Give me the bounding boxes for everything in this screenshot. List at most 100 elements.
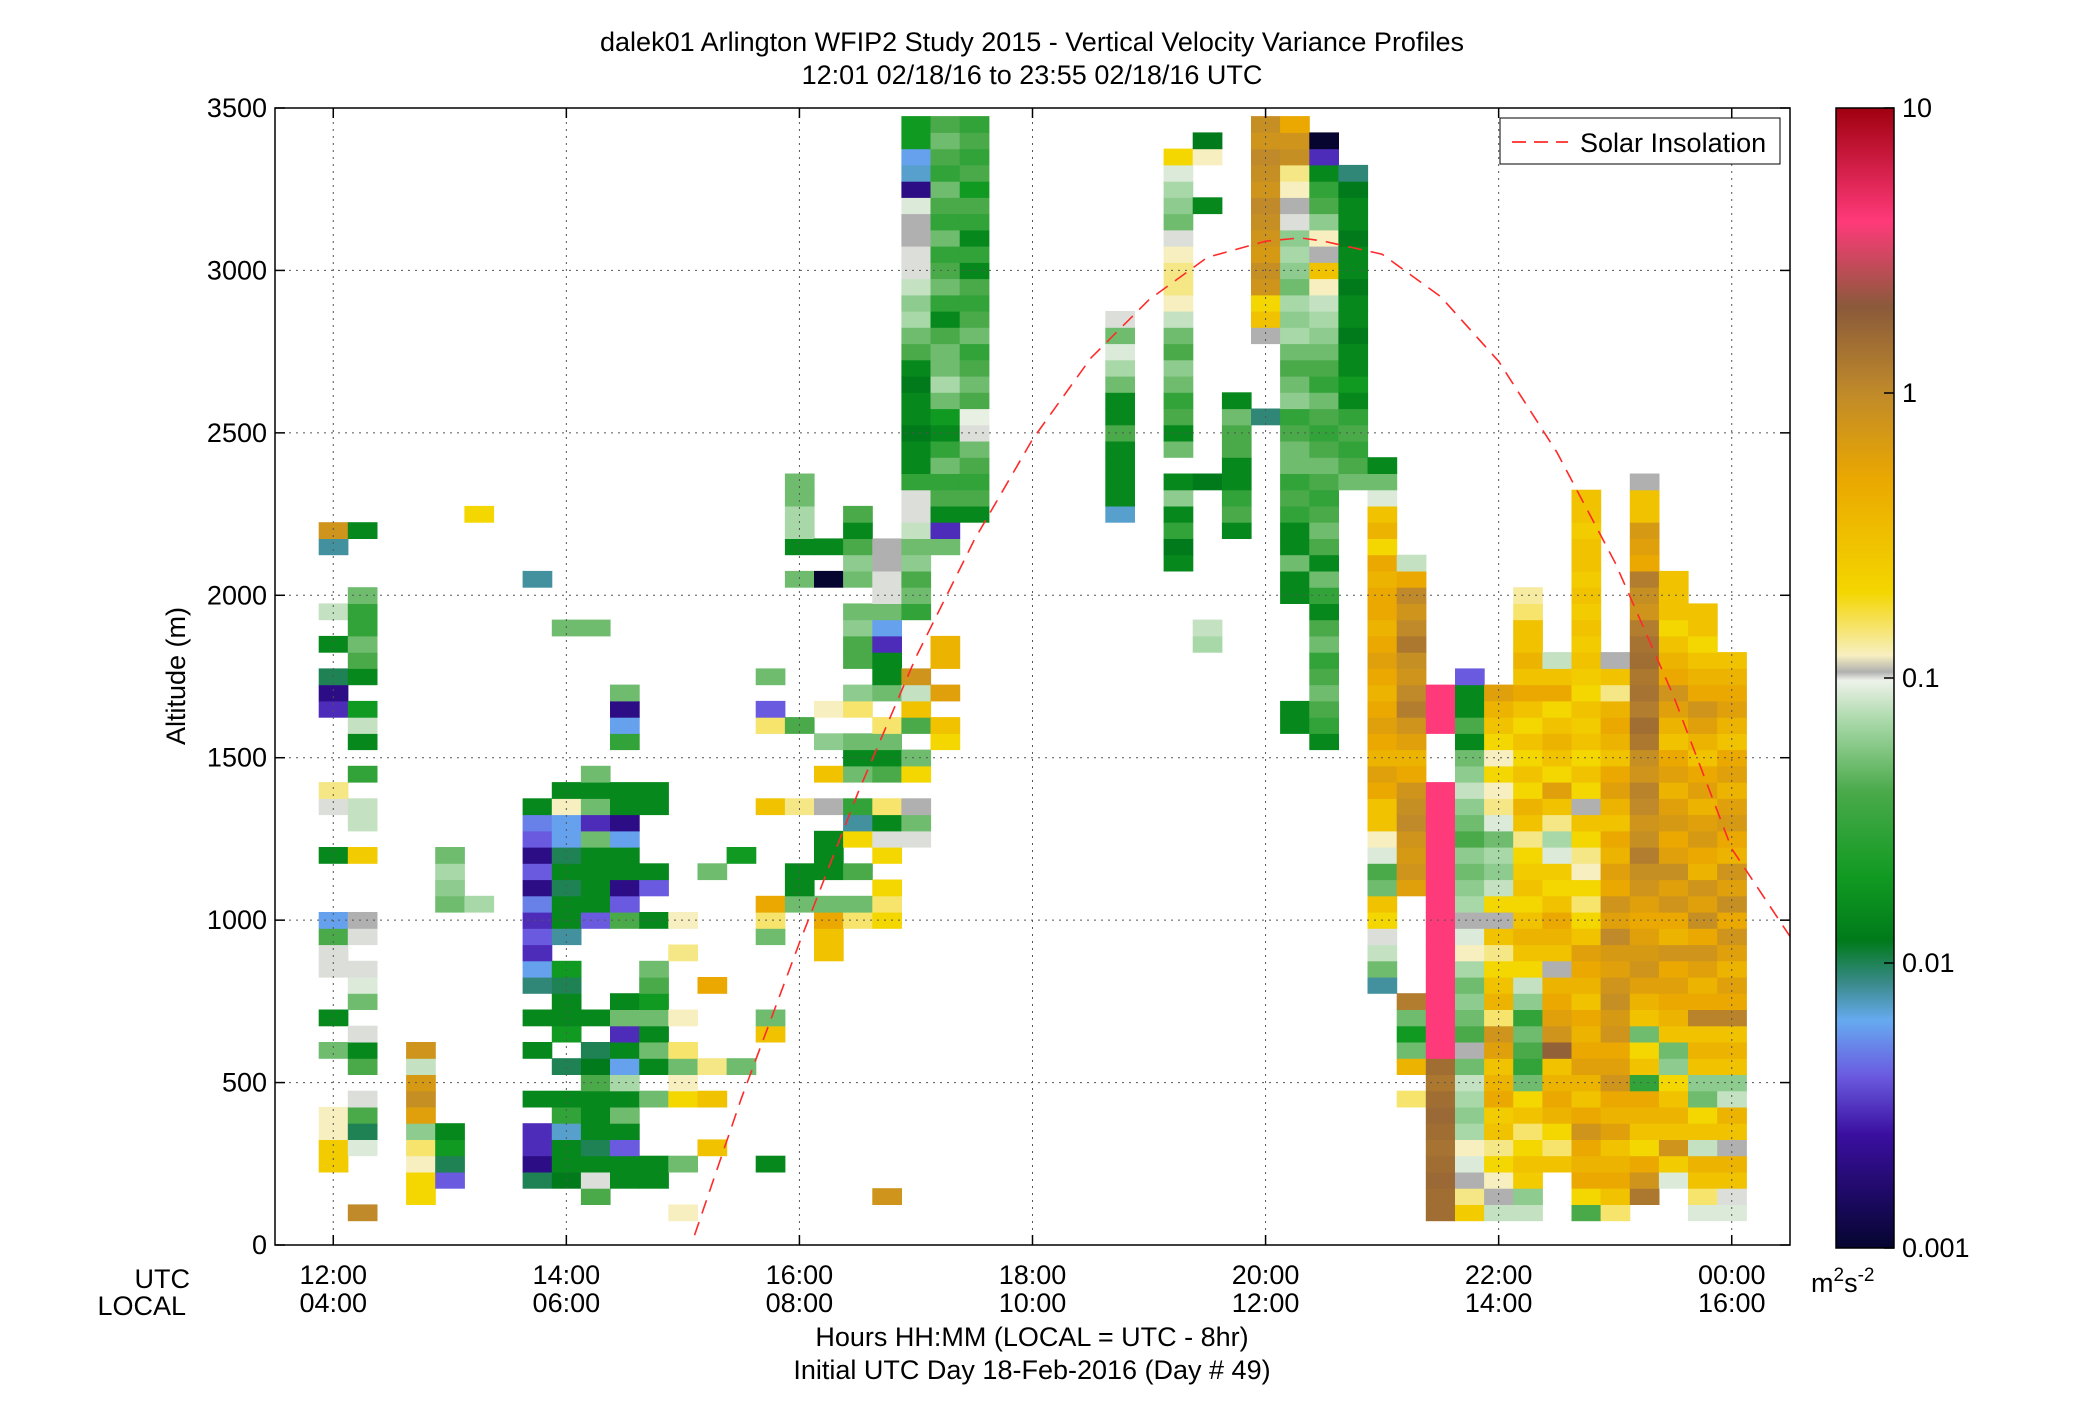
heatmap-cell [1629, 603, 1660, 621]
heatmap-cell [1600, 717, 1631, 734]
heatmap-cell [347, 1123, 378, 1140]
heatmap-cell [1309, 538, 1339, 556]
heatmap-cell [1484, 847, 1514, 864]
heatmap-cell [697, 1139, 728, 1157]
heatmap-cell [1280, 197, 1310, 215]
solar-insolation-line [693, 237, 1791, 1236]
heatmap-cell [1484, 928, 1514, 946]
heatmap-cell [1513, 1155, 1543, 1173]
heatmap-cell [1251, 278, 1281, 296]
heatmap-cell [610, 1042, 640, 1059]
heatmap-cell [1571, 717, 1602, 734]
heatmap-cell [901, 116, 932, 133]
heatmap-cell [1542, 1025, 1573, 1043]
heatmap-cell [843, 798, 873, 816]
heatmap-cell [1629, 635, 1660, 653]
heatmap-cell [1396, 993, 1427, 1010]
heatmap-cell [901, 570, 932, 588]
heatmap-cell [1396, 1025, 1427, 1043]
heatmap-cell [1629, 977, 1660, 994]
heatmap-cell [1396, 1009, 1427, 1027]
heatmap-cell [1658, 960, 1689, 978]
heatmap-cell [697, 1090, 728, 1108]
heatmap-cell [1396, 782, 1427, 799]
heatmap-cell [551, 993, 582, 1010]
heatmap-cell [930, 652, 961, 669]
heatmap-cell [1658, 652, 1689, 669]
heatmap-cell [1105, 359, 1135, 377]
heatmap-cell [1571, 652, 1602, 669]
heatmap-cell [1717, 700, 1747, 718]
heatmap-cell [1309, 570, 1339, 588]
heatmap-cell [1513, 847, 1543, 864]
heatmap-cell [1163, 197, 1194, 215]
x-tick-label-utc: 18:00 [999, 1260, 1067, 1290]
heatmap-cell [1455, 1139, 1485, 1157]
heatmap-cell [1571, 1009, 1602, 1027]
heatmap-cell [901, 294, 932, 312]
heatmap-cell [1629, 717, 1660, 734]
heatmap-cell [1367, 684, 1398, 702]
heatmap-cell [1455, 1155, 1485, 1173]
heatmap-cell [1600, 1204, 1631, 1222]
heatmap-cell [814, 733, 844, 751]
heatmap-cell [610, 782, 640, 799]
heatmap-cell [1280, 229, 1310, 247]
heatmap-cell [1251, 181, 1281, 198]
heatmap-cell [1717, 879, 1747, 897]
heatmap-cell [1600, 1155, 1631, 1173]
heatmap-cell [1280, 116, 1310, 133]
heatmap-cell [1455, 1042, 1485, 1059]
heatmap-cell [1309, 457, 1339, 474]
heatmap-cell [668, 1009, 698, 1027]
heatmap-cell [930, 457, 961, 474]
heatmap-cell [1455, 1025, 1485, 1043]
heatmap-cell [1658, 668, 1689, 686]
heatmap-cell [1309, 635, 1339, 653]
heatmap-cell [1571, 733, 1602, 751]
heatmap-cell [930, 246, 961, 263]
x-tick-label-local: 06:00 [533, 1288, 601, 1318]
heatmap-cell [1309, 652, 1339, 669]
heatmap-cell [1658, 765, 1689, 783]
heatmap-cell [1338, 246, 1369, 263]
heatmap-cell [901, 765, 932, 783]
heatmap-cell [1163, 473, 1194, 491]
heatmap-cell [1600, 1042, 1631, 1059]
heatmap-cell [1309, 343, 1339, 361]
heatmap-cell [1629, 1009, 1660, 1027]
heatmap-cell [930, 278, 961, 296]
heatmap-cell [347, 1025, 378, 1043]
heatmap-cell [784, 538, 815, 556]
heatmap-cell [1629, 960, 1660, 978]
heatmap-cell [930, 343, 961, 361]
heatmap-cell [1455, 895, 1485, 913]
heatmap-cell [1571, 1058, 1602, 1075]
heatmap-cell [1425, 1106, 1456, 1124]
heatmap-cell [1688, 960, 1718, 978]
heatmap-cell [1688, 1025, 1718, 1043]
heatmap-cell [522, 928, 553, 946]
heatmap-cell [1396, 1058, 1427, 1075]
heatmap-cell [930, 116, 961, 133]
heatmap-cell [406, 1155, 436, 1173]
heatmap-cell [1309, 700, 1339, 718]
heatmap-cell [1192, 635, 1223, 653]
heatmap-cell [1571, 635, 1602, 653]
heatmap-cell [1717, 977, 1747, 994]
heatmap-cell [755, 1025, 786, 1043]
heatmap-cell [347, 912, 378, 929]
heatmap-cell [1309, 619, 1339, 637]
heatmap-cell [1571, 782, 1602, 799]
heatmap-cell [580, 1123, 611, 1140]
heatmap-cell [959, 376, 990, 393]
heatmap-cell [1571, 1123, 1602, 1140]
heatmap-cell [1629, 1171, 1660, 1189]
heatmap-cell [1309, 327, 1339, 345]
heatmap-cell [1513, 879, 1543, 897]
x-tick-label-utc: 20:00 [1232, 1260, 1300, 1290]
heatmap-cell [1367, 700, 1398, 718]
heatmap-cell [668, 912, 698, 929]
y-tick-label: 3500 [207, 93, 267, 123]
heatmap-cell [1717, 1139, 1747, 1157]
